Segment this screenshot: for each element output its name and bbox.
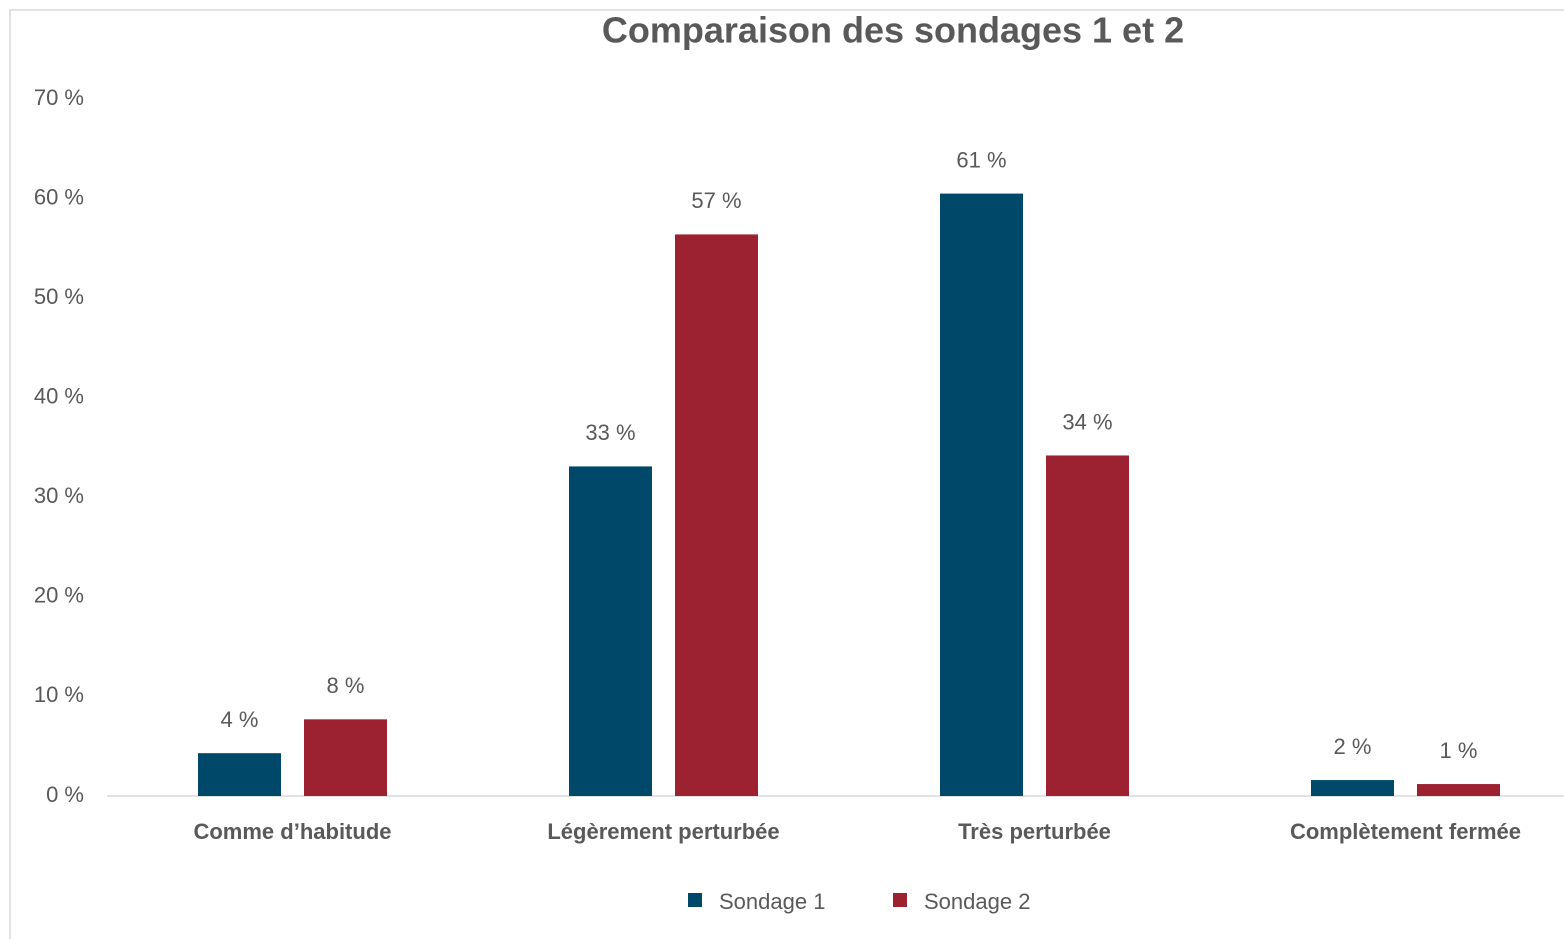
y-tick-label: 50 % [34, 284, 84, 309]
data-label: 8 % [327, 673, 365, 698]
bar [304, 719, 387, 796]
bar [198, 753, 281, 796]
y-tick-label: 10 % [34, 682, 84, 707]
chart-border [9, 9, 1564, 939]
y-tick-label: 30 % [34, 483, 84, 508]
bar [940, 193, 1023, 797]
x-tick-label: Très perturbée [958, 819, 1111, 844]
y-tick-label: 20 % [34, 583, 84, 608]
y-tick-label: 70 % [34, 85, 84, 110]
y-tick-label: 40 % [34, 384, 84, 409]
x-tick-label: Comme d’habitude [193, 819, 391, 844]
bar [1311, 780, 1394, 796]
legend-label: Sondage 1 [719, 889, 825, 914]
data-label: 57 % [691, 188, 741, 213]
bar [569, 466, 652, 796]
bar [1417, 784, 1500, 796]
y-tick-label: 60 % [34, 184, 84, 209]
x-tick-label: Légèrement perturbée [547, 819, 779, 844]
legend-swatch [893, 893, 907, 907]
data-label: 34 % [1062, 409, 1112, 434]
legend-swatch [688, 893, 702, 907]
bar [675, 234, 758, 797]
x-tick-label: Complètement fermée [1290, 819, 1521, 844]
legend-label: Sondage 2 [924, 889, 1030, 914]
data-label: 4 % [221, 707, 259, 732]
data-label: 2 % [1334, 734, 1372, 759]
y-tick-label: 0 % [46, 782, 84, 807]
bar [1046, 455, 1129, 796]
data-label: 61 % [956, 147, 1006, 172]
data-label: 33 % [585, 420, 635, 445]
data-label: 1 % [1440, 738, 1478, 763]
chart-title: Comparaison des sondages 1 et 2 [602, 10, 1184, 51]
